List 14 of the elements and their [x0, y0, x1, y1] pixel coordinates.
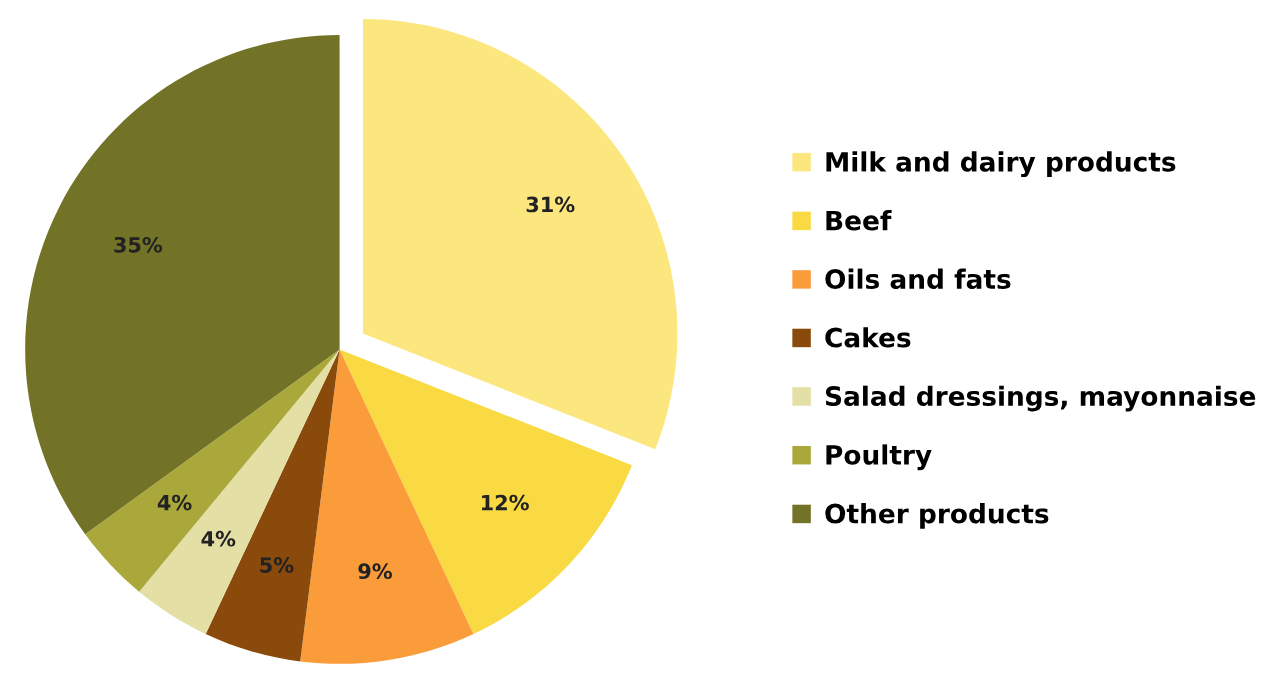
legend-label: Poultry — [826, 444, 932, 471]
legend-label: Cakes — [825, 327, 911, 348]
legend-label: Other products — [825, 503, 1049, 529]
data-label: 4% — [201, 530, 236, 547]
legend-label: Beef — [826, 210, 892, 231]
data-label: 31% — [526, 196, 575, 213]
data-label: 9% — [358, 563, 393, 580]
legend-label: Milk and dairy products — [826, 151, 1176, 178]
data-label: 4% — [157, 494, 192, 511]
data-label: 35% — [114, 236, 163, 253]
data-label: 5% — [260, 557, 294, 573]
data-label: 12% — [482, 494, 529, 511]
legend-label: Salad dressings, mayonnaise — [825, 385, 1256, 412]
legend-label: Oils and fats — [825, 268, 1011, 290]
